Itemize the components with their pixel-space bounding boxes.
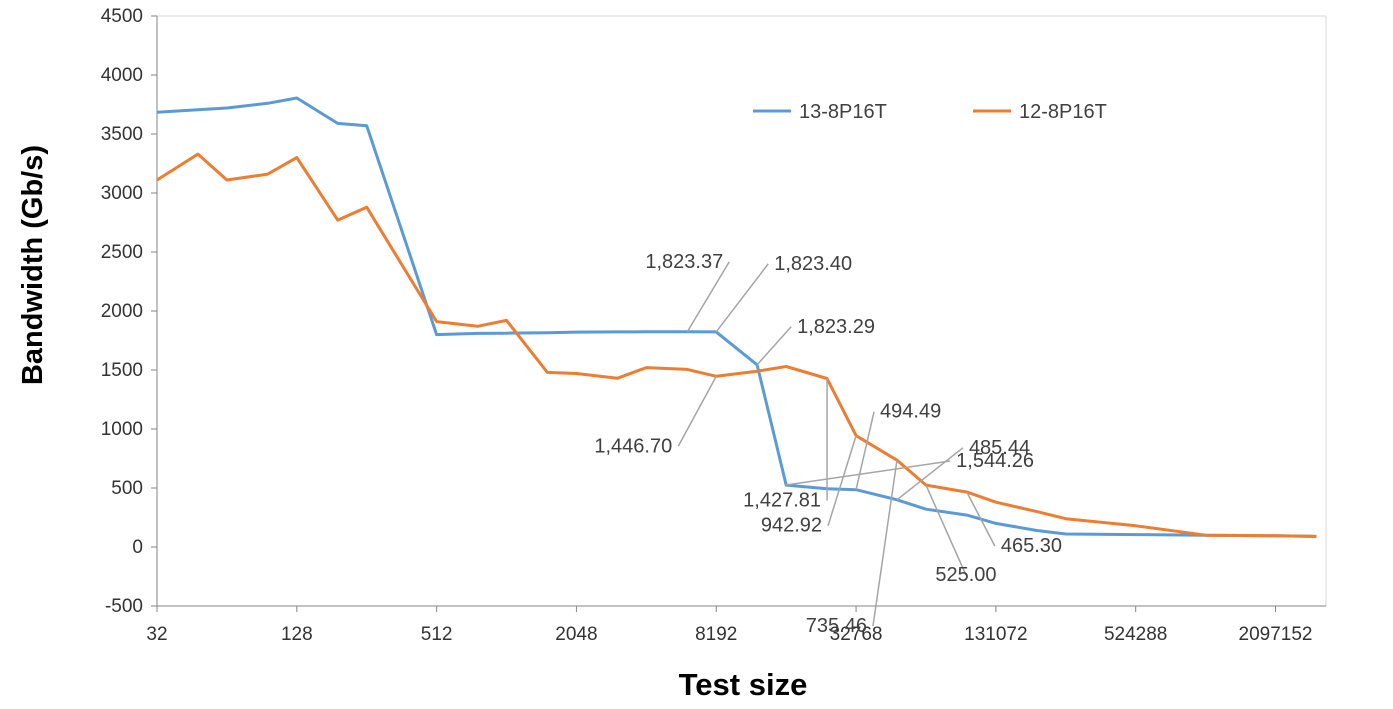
data-label: 485.44: [969, 437, 1030, 459]
leader-line: [925, 484, 967, 576]
x-tick-label: 512: [421, 624, 453, 645]
data-labels: 1,823.37 1,823.40 1,823.29 1,544.26 494.49 48…: [594, 251, 1062, 637]
axis-lines: [151, 15, 1326, 612]
data-label: 1,544.26: [956, 450, 1034, 472]
leader-line: [756, 326, 792, 366]
x-tick-label: 8192: [695, 624, 737, 645]
x-tick-label: 131072: [964, 624, 1027, 645]
x-tick-label: 524288: [1104, 624, 1167, 645]
y-tick-label: 4500: [101, 6, 143, 27]
x-tick-label: 2097152: [1239, 624, 1313, 645]
leader-line: [827, 435, 857, 526]
data-label: 1,823.37: [645, 251, 723, 273]
data-label: 1,823.40: [774, 253, 852, 275]
y-tick-label: 3500: [101, 124, 143, 145]
y-tick-label: -500: [105, 596, 143, 617]
data-label: 1,427.81: [743, 490, 821, 512]
y-tick-label: 1000: [101, 419, 143, 440]
leader-line: [966, 491, 996, 547]
y-tick-label: 500: [111, 478, 143, 499]
data-label: 494.49: [880, 401, 941, 423]
leader-line: [686, 261, 730, 333]
y-tick-label: 1500: [101, 360, 143, 381]
data-label: 942.92: [761, 515, 822, 537]
leader-line: [677, 375, 717, 447]
y-axis-title: Bandwidth (Gb/s): [17, 145, 49, 385]
y-tick-label: 2500: [101, 242, 143, 263]
legend-label: 12-8P16T: [1019, 101, 1107, 123]
series-lines: [156, 96, 1317, 538]
leader-line: [855, 411, 875, 490]
data-label: 525.00: [935, 564, 996, 586]
data-label: 735.46: [806, 615, 867, 637]
data-label: 1,446.70: [594, 435, 672, 457]
x-tick-label: 32768: [830, 624, 883, 645]
data-label: 465.30: [1001, 535, 1062, 557]
legend-label: 13-8P16T: [799, 101, 887, 123]
x-tick-label: 32: [146, 624, 167, 645]
series-line-12-8P16T: [156, 152, 1317, 538]
annotation-leaders: [677, 261, 996, 627]
tick-labels: -500 0 500 1000 1500 2000 2500 3000 3500 4000 4500…: [101, 6, 1313, 645]
leader-line: [872, 460, 898, 627]
leader-line: [786, 460, 951, 486]
x-tick-label: 2048: [555, 624, 597, 645]
y-tick-label: 0: [132, 537, 143, 558]
y-tick-label: 3000: [101, 183, 143, 204]
series-line-13-8P16T: [156, 96, 1317, 538]
y-tick-label: 4000: [101, 65, 143, 86]
legend: 13-8P16T 12-8P16T: [753, 101, 1107, 123]
leader-line: [896, 447, 964, 501]
data-label: 1,823.29: [797, 316, 875, 338]
leader-line: [715, 263, 769, 333]
x-tick-label: 128: [281, 624, 313, 645]
y-tick-label: 2000: [101, 301, 143, 322]
plot-area: [156, 15, 1327, 607]
x-axis-title: Test size: [679, 667, 808, 702]
